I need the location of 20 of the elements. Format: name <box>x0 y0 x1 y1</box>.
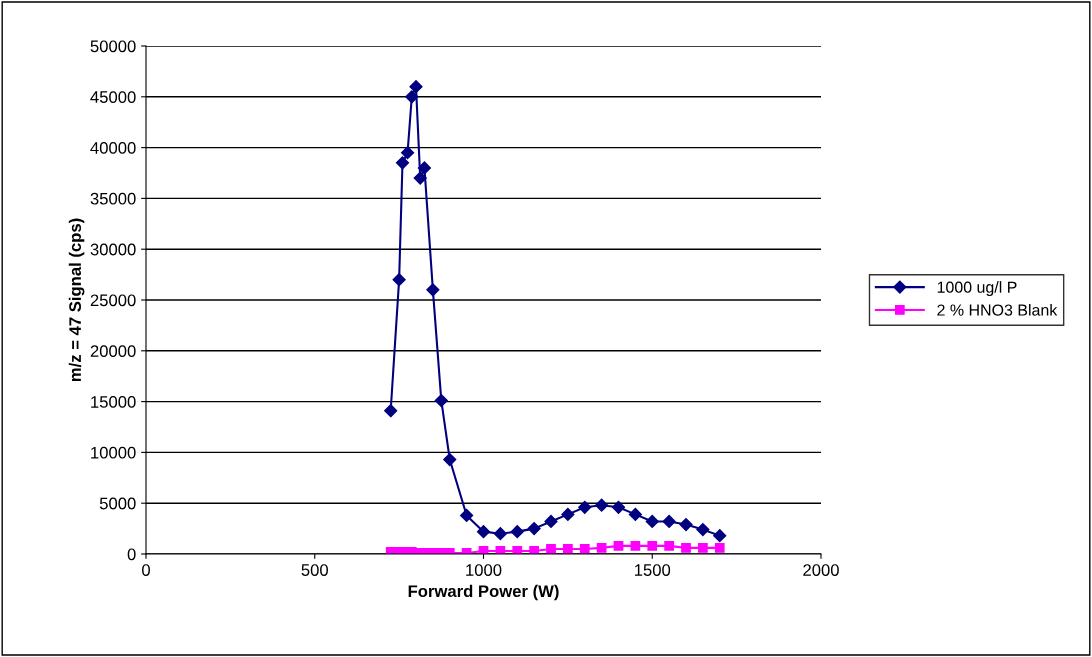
legend-label: 2 % HNO3 Blank <box>937 303 1058 316</box>
y-tick-label: 10000 <box>91 446 136 459</box>
x-tick-label: 500 <box>301 564 328 576</box>
x-tick-label: 1500 <box>634 564 671 576</box>
y-tick-label: 25000 <box>90 294 136 307</box>
x-axis-title: Forward Power (W) <box>408 584 559 601</box>
y-tick-label: 35000 <box>90 192 136 205</box>
legend-label: 1000 ug/l P <box>937 281 1017 297</box>
x-tick-label: 0 <box>142 564 150 576</box>
y-tick-label: 50000 <box>90 40 136 53</box>
y-tick-label: 30000 <box>90 243 136 256</box>
y-axis-title: m/z = 47 Signal (cps) <box>68 218 85 382</box>
y-tick-label: 45000 <box>90 91 136 103</box>
x-tick-label: 2000 <box>803 564 839 576</box>
y-tick-label: 0 <box>127 548 136 561</box>
y-tick-label: 20000 <box>90 345 136 357</box>
y-tick-label: 15000 <box>91 396 136 408</box>
x-tick-label: 1000 <box>466 564 502 576</box>
y-tick-label: 5000 <box>99 497 136 510</box>
y-tick-label: 40000 <box>90 142 136 154</box>
